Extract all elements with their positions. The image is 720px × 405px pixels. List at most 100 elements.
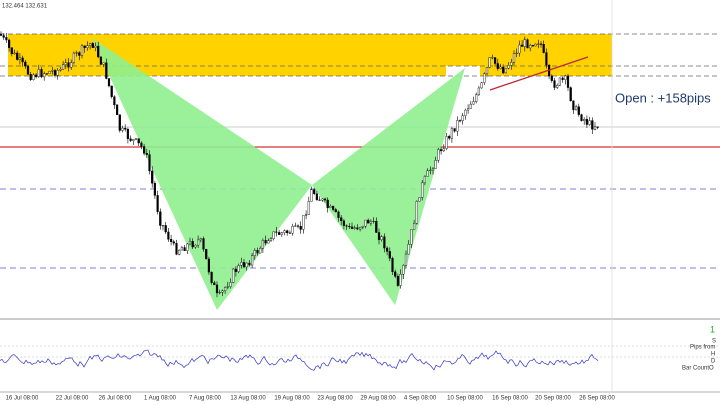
candle-body [140,142,143,147]
candle-body [72,52,75,63]
pattern-leg [92,38,312,310]
candle-body [467,108,470,111]
candle-body [186,243,189,251]
panel-label: D [711,359,716,365]
candle-body [310,189,313,202]
candle-body [386,247,389,252]
candle-body [593,126,597,130]
time-label: 16 Jul 08:00 [6,396,39,402]
candle-body [288,232,291,234]
candle-body [534,43,537,47]
panel-label: Bar CountO [682,366,714,372]
candle-body [375,220,378,233]
candle-body [388,251,391,259]
candle-body [156,195,159,212]
candle-body [483,73,486,83]
candle-body [329,206,332,208]
time-label: 13 Aug 08:00 [230,396,266,402]
candle-body [526,39,529,49]
candle-body [118,114,121,131]
indicator-line [0,349,599,371]
time-label: 23 Aug 08:00 [317,396,353,402]
candle-body [107,78,111,87]
candle-body [564,75,567,80]
candle-body [5,37,8,41]
candle-body [442,148,445,152]
candle-body [178,249,181,255]
candle-body [56,70,59,76]
candle-body [596,126,599,128]
candle-body [585,119,588,125]
candle-body [261,240,264,249]
candle-body [29,74,32,80]
candle-body [250,255,254,266]
candle-body [410,229,413,245]
candle-body [283,230,286,233]
candle-body [110,85,113,97]
candle-body [402,265,405,275]
candle-body [332,206,335,210]
candle-body [510,62,513,66]
candle-body [242,262,246,268]
candle-body [504,68,507,74]
candle-body [145,153,148,155]
candle-body [272,231,275,239]
candle-body [323,198,327,201]
candle-body [10,47,13,55]
panel-count: 1 [710,324,715,334]
candle-body [280,232,283,235]
candle-body [348,226,351,228]
candle-body [161,225,165,227]
candle-body [556,85,559,88]
candle-body [440,149,443,152]
candle-body [399,274,402,286]
candle-body [264,240,267,244]
candle-body [577,106,580,115]
candle-body [175,242,178,255]
time-label: 16 Sep 08:00 [492,396,528,402]
candle-body [26,65,30,75]
candle-body [134,138,138,140]
candle-body [67,62,70,68]
candle-body [472,101,475,105]
candle-body [223,287,227,291]
candle-body [70,62,73,68]
candle-body [35,74,38,77]
candle-body [515,52,518,54]
candle-body [496,63,499,69]
candle-body [248,262,251,266]
candle-body [7,39,11,48]
candle-body [305,214,308,216]
candle-body [64,62,67,65]
candle-body [167,231,170,240]
candle-body [421,182,424,198]
panel-label: H [711,352,715,358]
candle-body [423,176,426,184]
candle-body [512,53,516,63]
time-label: 4 Sep 08:00 [404,396,437,402]
candle-body [521,44,524,47]
candle-body [94,45,97,48]
candle-body [591,120,594,130]
candle-body [431,168,435,171]
candle-body [296,225,300,227]
candle-body [53,70,57,76]
candle-body [45,73,48,75]
candle-body [78,52,81,56]
candle-body [40,69,43,78]
candle-body [494,57,497,64]
time-label: 26 Jul 08:00 [99,396,132,402]
candle-body [278,232,281,235]
candle-body [137,138,140,144]
time-label: 10 Sep 08:00 [447,396,483,402]
candle-body [183,247,186,251]
candle-body [558,77,561,86]
candle-body [142,146,146,154]
candle-body [124,127,127,130]
candle-body [191,241,194,248]
candle-body [588,120,591,125]
layout [0,0,720,393]
candle-body [372,220,375,222]
candle-body [97,45,100,58]
